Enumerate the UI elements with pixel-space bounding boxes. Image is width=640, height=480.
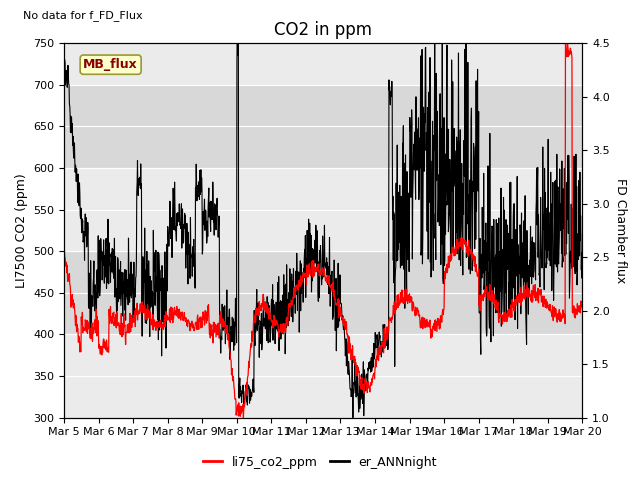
Title: CO2 in ppm: CO2 in ppm bbox=[274, 21, 372, 39]
Bar bbox=[64, 168, 582, 251]
Text: MB_flux: MB_flux bbox=[83, 58, 138, 71]
Bar bbox=[64, 251, 582, 335]
Y-axis label: LI7500 CO2 (ppm): LI7500 CO2 (ppm) bbox=[15, 173, 28, 288]
Bar bbox=[64, 43, 582, 85]
Bar bbox=[64, 335, 582, 418]
Legend: li75_co2_ppm, er_ANNnight: li75_co2_ppm, er_ANNnight bbox=[198, 451, 442, 474]
Y-axis label: FD Chamber flux: FD Chamber flux bbox=[614, 178, 627, 283]
Text: No data for f_FD_Flux: No data for f_FD_Flux bbox=[22, 10, 142, 21]
Bar bbox=[64, 85, 582, 168]
